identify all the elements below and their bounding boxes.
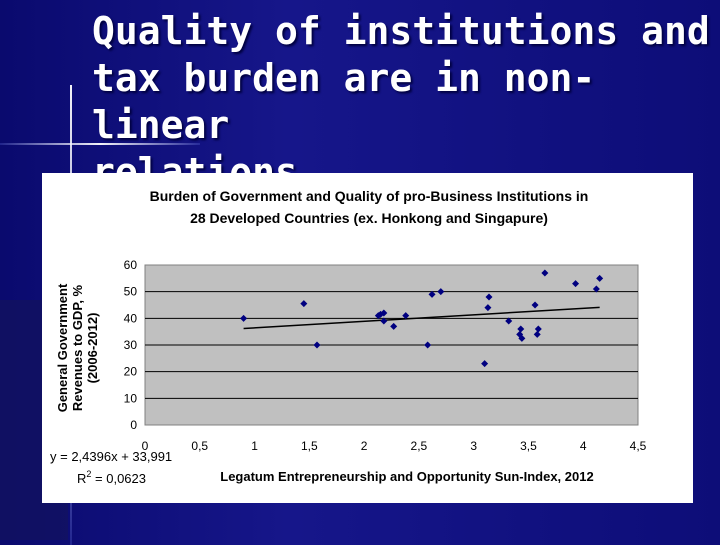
data-point: [390, 322, 398, 330]
data-point: [518, 334, 526, 342]
data-point: [300, 300, 308, 308]
data-point: [437, 288, 445, 296]
x-tick-label: 1,5: [301, 439, 318, 453]
x-tick-label: 4: [580, 439, 587, 453]
r-squared-r: R: [77, 471, 86, 486]
trendline: [243, 306, 600, 330]
data-point: [380, 317, 388, 325]
y-tick-label: 10: [124, 391, 138, 405]
slide-title: Quality of institutions and tax burden a…: [92, 8, 712, 196]
data-point: [592, 285, 600, 293]
data-point: [428, 290, 436, 298]
data-point: [424, 341, 432, 349]
y-tick-label: 60: [124, 258, 138, 272]
y-axis-label-line-1: General Government: [55, 283, 70, 412]
data-point: [402, 312, 410, 320]
x-axis-label: Legatum Entrepreneurship and Opportunity…: [220, 469, 593, 484]
r-squared-value: = 0,0623: [91, 471, 146, 486]
data-point: [534, 325, 542, 333]
x-tick-label: 0,5: [191, 439, 208, 453]
data-point: [517, 325, 525, 333]
data-point: [380, 309, 388, 317]
y-axis-label-line-3: (2006-2012): [85, 313, 100, 384]
slide-title-line-2: tax burden are in non-linear: [92, 56, 596, 147]
data-point: [313, 341, 321, 349]
data-point: [596, 274, 604, 282]
data-point: [572, 280, 580, 288]
x-tick-label: 0: [142, 439, 149, 453]
data-point: [505, 317, 513, 325]
trendline-equation: y = 2,4396x + 33,991: [50, 449, 172, 464]
data-point: [481, 360, 489, 368]
decorative-horizontal-line: [0, 143, 200, 145]
r-squared-label: R2 = 0,0623: [77, 469, 146, 486]
x-tick-label: 1: [251, 439, 258, 453]
slide-title-line-1: Quality of institutions and: [92, 9, 710, 53]
y-tick-label: 50: [124, 285, 138, 299]
data-point: [484, 304, 492, 312]
data-point: [240, 314, 248, 322]
data-point: [541, 269, 549, 277]
x-tick-label: 3,5: [520, 439, 537, 453]
y-tick-label: 20: [124, 365, 138, 379]
r-squared-superscript: 2: [86, 469, 91, 479]
data-point: [533, 330, 541, 338]
x-tick-label: 3: [470, 439, 477, 453]
chart-card: 0 10 20 30 40 50 60 0 0,5 1 1,5 2 2,5 3 3,5 4 4,5 Burden…: [42, 173, 693, 503]
x-tick-label: 2,5: [411, 439, 428, 453]
data-point: [485, 293, 493, 301]
x-tick-label: 2: [361, 439, 368, 453]
data-point: [377, 310, 385, 318]
data-point: [531, 301, 539, 309]
y-tick-label: 30: [124, 338, 138, 352]
chart-title-line-1: Burden of Government and Quality of pro-…: [150, 188, 589, 204]
y-tick-label: 0: [130, 418, 137, 432]
x-tick-label: 4,5: [630, 439, 647, 453]
chart-title-line-2: 28 Developed Countries (ex. Honkong and …: [190, 210, 548, 226]
y-tick-label: 40: [124, 311, 138, 325]
scatter-chart: 0 10 20 30 40 50 60 0 0,5 1 1,5 2 2,5 3 3,5 4 4,5 Burden…: [50, 188, 647, 486]
y-axis-label-line-2: Revenues to GDP, %: [70, 284, 85, 411]
